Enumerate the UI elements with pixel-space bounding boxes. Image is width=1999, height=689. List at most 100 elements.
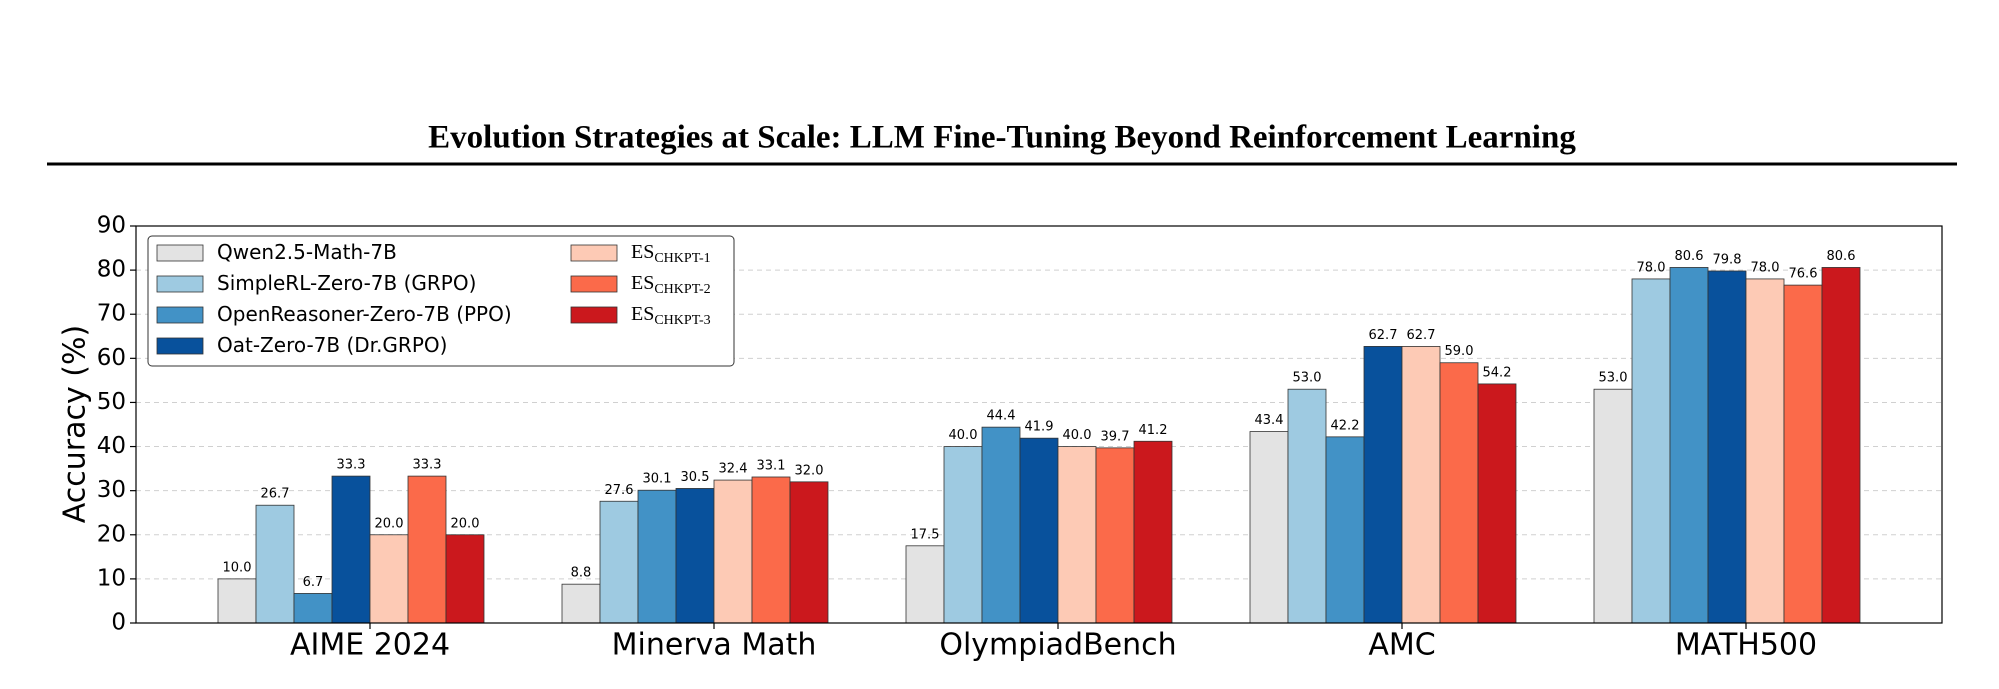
- legend-name: Qwen2.5-Math-7B: [217, 240, 397, 264]
- y-tick-label: 0: [111, 610, 126, 636]
- y-tick-label: 50: [97, 389, 126, 415]
- x-tick-label: AMC: [1368, 628, 1435, 663]
- value-label: 32.0: [795, 463, 824, 478]
- bar: [1783, 284, 1823, 624]
- value-label: 53.0: [1599, 371, 1628, 386]
- x-tick-label: AIME 2024: [290, 628, 450, 663]
- value-label: 30.5: [681, 470, 710, 485]
- bar: [1287, 388, 1327, 624]
- legend-label: OpenReasoner-Zero-7B (PPO): [217, 302, 512, 326]
- value-label: 33.1: [757, 458, 786, 473]
- bar: [1439, 362, 1479, 624]
- value-label: 78.0: [1751, 260, 1780, 275]
- legend-subscript: CHKPT-3: [654, 313, 710, 328]
- bar: [445, 534, 485, 624]
- legend-subscript: CHKPT-1: [654, 251, 710, 266]
- value-label: 20.0: [451, 516, 480, 531]
- value-label: 32.4: [719, 462, 748, 477]
- bar: [1401, 346, 1441, 624]
- legend-subscript: CHKPT-2: [654, 282, 710, 297]
- bar: [1707, 270, 1747, 624]
- bar: [293, 593, 333, 624]
- x-tick-label: OlympiadBench: [939, 628, 1176, 663]
- x-tick-label: Minerva Math: [612, 628, 817, 663]
- value-label: 30.1: [643, 472, 672, 487]
- bar: [751, 476, 791, 624]
- bar: [981, 426, 1021, 624]
- bar: [1821, 267, 1861, 624]
- value-label: 79.8: [1713, 252, 1742, 267]
- bar: [1477, 383, 1517, 624]
- bar: [713, 479, 753, 624]
- value-label: 17.5: [911, 527, 940, 542]
- bar: [217, 578, 257, 624]
- bar: [1019, 437, 1059, 624]
- value-label: 42.2: [1331, 418, 1360, 433]
- y-tick-label: 90: [97, 213, 126, 239]
- page-title: Evolution Strategies at Scale: LLM Fine-…: [428, 120, 1576, 156]
- value-label: 8.8: [571, 566, 592, 581]
- value-label: 6.7: [303, 575, 324, 590]
- legend-name: Oat-Zero-7B (Dr.GRPO): [217, 333, 447, 357]
- value-label: 26.7: [261, 487, 290, 502]
- legend-swatch: [156, 275, 204, 293]
- value-label: 41.9: [1025, 420, 1054, 435]
- y-tick-label: 80: [97, 257, 126, 283]
- legend-label: ESCHKPT-3: [631, 303, 711, 329]
- bar: [637, 489, 677, 624]
- plot-frame: [135, 225, 1943, 624]
- legend-name: ES: [631, 272, 654, 294]
- value-label: 39.7: [1101, 429, 1130, 444]
- legend-swatch: [156, 337, 204, 355]
- bar: [1325, 436, 1365, 624]
- bar: [789, 481, 829, 624]
- bar: [675, 488, 715, 624]
- y-tick-label: 60: [97, 345, 126, 371]
- y-tick-label: 10: [97, 565, 126, 591]
- bar: [369, 534, 409, 624]
- legend-swatch: [570, 244, 618, 262]
- value-label: 44.4: [987, 409, 1016, 424]
- bar: [1057, 446, 1097, 624]
- y-tick-label: 30: [97, 477, 126, 503]
- value-label: 59.0: [1445, 344, 1474, 359]
- bar: [561, 583, 601, 624]
- value-label: 78.0: [1637, 260, 1666, 275]
- legend-name: ES: [631, 303, 654, 325]
- value-label: 80.6: [1675, 249, 1704, 264]
- bar: [1631, 278, 1671, 624]
- value-label: 41.2: [1139, 423, 1168, 438]
- legend-swatch: [570, 275, 618, 293]
- y-tick-label: 40: [97, 433, 126, 459]
- bar: [255, 504, 295, 624]
- value-label: 62.7: [1407, 328, 1436, 343]
- bar: [1133, 440, 1173, 624]
- value-label: 10.0: [223, 560, 252, 575]
- bar: [1363, 346, 1403, 624]
- legend-label: ESCHKPT-1: [631, 241, 711, 267]
- bar: [1095, 447, 1135, 624]
- legend-label: Qwen2.5-Math-7B: [217, 240, 397, 264]
- bar: [1593, 388, 1633, 624]
- legend-box: [147, 235, 735, 367]
- x-tick-label: MATH500: [1675, 628, 1817, 663]
- y-tick-label: 20: [97, 521, 126, 547]
- y-tick-label: 70: [97, 301, 126, 327]
- bar: [1669, 267, 1709, 624]
- value-label: 27.6: [605, 483, 634, 498]
- bar: [1249, 431, 1289, 624]
- value-label: 76.6: [1789, 267, 1818, 282]
- bar: [407, 475, 447, 624]
- value-label: 40.0: [1063, 428, 1092, 443]
- y-axis-label: Accuracy (%): [58, 325, 93, 523]
- value-label: 20.0: [375, 516, 404, 531]
- value-label: 43.4: [1255, 413, 1284, 428]
- bar: [331, 475, 371, 624]
- value-label: 53.0: [1293, 371, 1322, 386]
- value-label: 80.6: [1827, 249, 1856, 264]
- bar: [1745, 278, 1785, 624]
- legend-label: Oat-Zero-7B (Dr.GRPO): [217, 333, 447, 357]
- legend-name: OpenReasoner-Zero-7B (PPO): [217, 302, 512, 326]
- bar: [599, 500, 639, 624]
